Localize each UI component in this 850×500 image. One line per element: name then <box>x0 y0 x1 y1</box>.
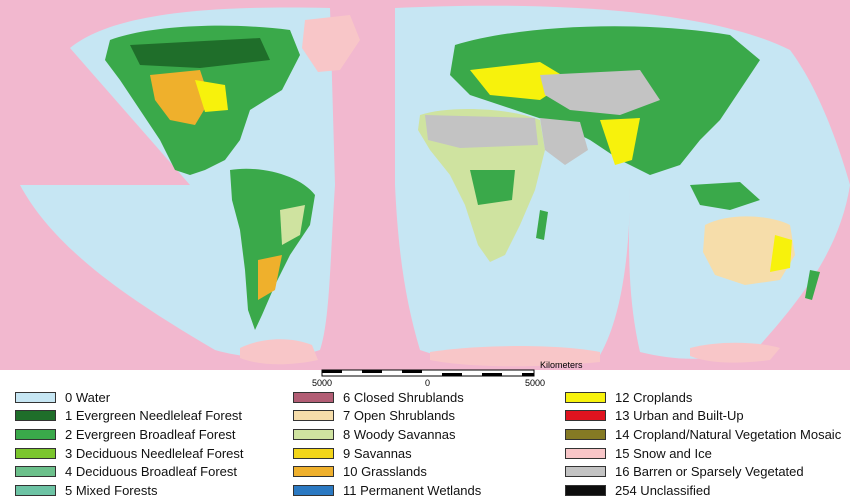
legend-swatch <box>565 428 606 440</box>
legend-label: 6 Closed Shrublands <box>343 389 464 405</box>
antarctica-fragment <box>430 346 600 367</box>
australia-croplands <box>770 235 792 272</box>
north-america-grasslands <box>150 70 210 125</box>
legend-swatch <box>15 484 56 496</box>
legend-item: 0 Water <box>15 388 244 407</box>
antarctica-fragment <box>240 339 318 365</box>
legend-item: 15 Snow and Ice <box>565 444 841 463</box>
legend-swatch <box>565 484 606 496</box>
legend-label: 10 Grasslands <box>343 464 427 480</box>
legend-item: 12 Croplands <box>565 388 841 407</box>
world-land-cover-map <box>0 0 850 370</box>
southeast-asia-islands <box>690 182 760 210</box>
north-america-croplands <box>195 80 228 112</box>
legend-label: 11 Permanent Wetlands <box>343 482 482 498</box>
legend-item: 16 Barren or Sparsely Vegetated <box>565 462 841 481</box>
legend-item: 3 Deciduous Needleleaf Forest <box>15 444 244 463</box>
legend-label: 15 Snow and Ice <box>615 445 712 461</box>
south-america-grasslands <box>258 255 282 300</box>
scale-left-tick: 5000 <box>312 378 333 388</box>
legend-swatch <box>293 466 334 478</box>
legend-swatch <box>565 391 606 403</box>
legend-label: 3 Deciduous Needleleaf Forest <box>65 445 244 461</box>
legend-swatch <box>293 410 334 422</box>
scale-bar: Kilometers 5000 0 5000 <box>300 360 583 390</box>
legend-swatch <box>15 447 56 459</box>
legend-swatch <box>15 466 56 478</box>
legend-item: 9 Savannas <box>293 444 481 463</box>
scale-right-tick: 5000 <box>525 378 546 388</box>
madagascar <box>536 210 548 240</box>
legend-item: 8 Woody Savannas <box>293 425 481 444</box>
legend-swatch <box>293 447 334 459</box>
india-croplands <box>600 118 640 165</box>
legend-swatch <box>293 484 334 496</box>
legend-label: 5 Mixed Forests <box>65 482 158 498</box>
africa-rainforest <box>470 170 515 205</box>
legend-item: 11 Permanent Wetlands <box>293 481 481 500</box>
legend-column-2: 6 Closed Shrublands 7 Open Shrublands 8 … <box>293 388 481 500</box>
legend-label: 16 Barren or Sparsely Vegetated <box>615 464 804 480</box>
legend-label: 4 Deciduous Broadleaf Forest <box>65 464 237 480</box>
legend-label: 1 Evergreen Needleleaf Forest <box>65 408 243 424</box>
legend-swatch <box>15 391 56 403</box>
north-america-needleleaf <box>130 38 270 68</box>
scale-center-tick: 0 <box>425 378 431 388</box>
sahara-barren <box>425 115 538 148</box>
scale-bar-graphic <box>321 369 535 377</box>
greenland <box>302 15 360 72</box>
legend-label: 8 Woody Savannas <box>343 426 456 442</box>
legend-item: 13 Urban and Built-Up <box>565 407 841 426</box>
legend-item: 4 Deciduous Broadleaf Forest <box>15 462 244 481</box>
central-asia-barren <box>540 70 660 115</box>
legend-swatch <box>565 447 606 459</box>
legend-item: 1 Evergreen Needleleaf Forest <box>15 407 244 426</box>
new-zealand <box>805 270 820 300</box>
ocean-lobe-africa <box>395 185 630 365</box>
arabian-peninsula <box>540 118 588 165</box>
legend-item: 254 Unclassified <box>565 481 841 500</box>
legend-label: 12 Croplands <box>615 389 693 405</box>
legend-item: 14 Cropland/Natural Vegetation Mosaic <box>565 425 841 444</box>
legend-column-1: 0 Water 1 Evergreen Needleleaf Forest 2 … <box>15 388 244 500</box>
legend-swatch <box>293 391 334 403</box>
legend-label: 2 Evergreen Broadleaf Forest <box>65 426 236 442</box>
legend-label: 13 Urban and Built-Up <box>615 408 744 424</box>
legend-item: 10 Grasslands <box>293 462 481 481</box>
legend-swatch <box>565 410 606 422</box>
antarctica-fragment <box>690 342 780 363</box>
scale-unit-label: Kilometers <box>540 360 583 370</box>
legend-swatch <box>15 410 56 422</box>
legend-column-3: 12 Croplands 13 Urban and Built-Up 14 Cr… <box>565 388 841 500</box>
legend-swatch <box>565 466 606 478</box>
legend-label: 7 Open Shrublands <box>343 408 456 424</box>
legend-label: 9 Savannas <box>343 445 412 461</box>
legend-swatch <box>293 428 334 440</box>
legend-swatch <box>15 428 56 440</box>
legend-item: 6 Closed Shrublands <box>293 388 481 407</box>
south-america-savannas <box>280 205 305 245</box>
legend-item: 5 Mixed Forests <box>15 481 244 500</box>
legend-item: 2 Evergreen Broadleaf Forest <box>15 425 244 444</box>
legend-label: 14 Cropland/Natural Vegetation Mosaic <box>615 426 842 442</box>
legend-item: 7 Open Shrublands <box>293 407 481 426</box>
legend-label: 0 Water <box>65 389 111 405</box>
legend-label: 254 Unclassified <box>615 482 711 498</box>
